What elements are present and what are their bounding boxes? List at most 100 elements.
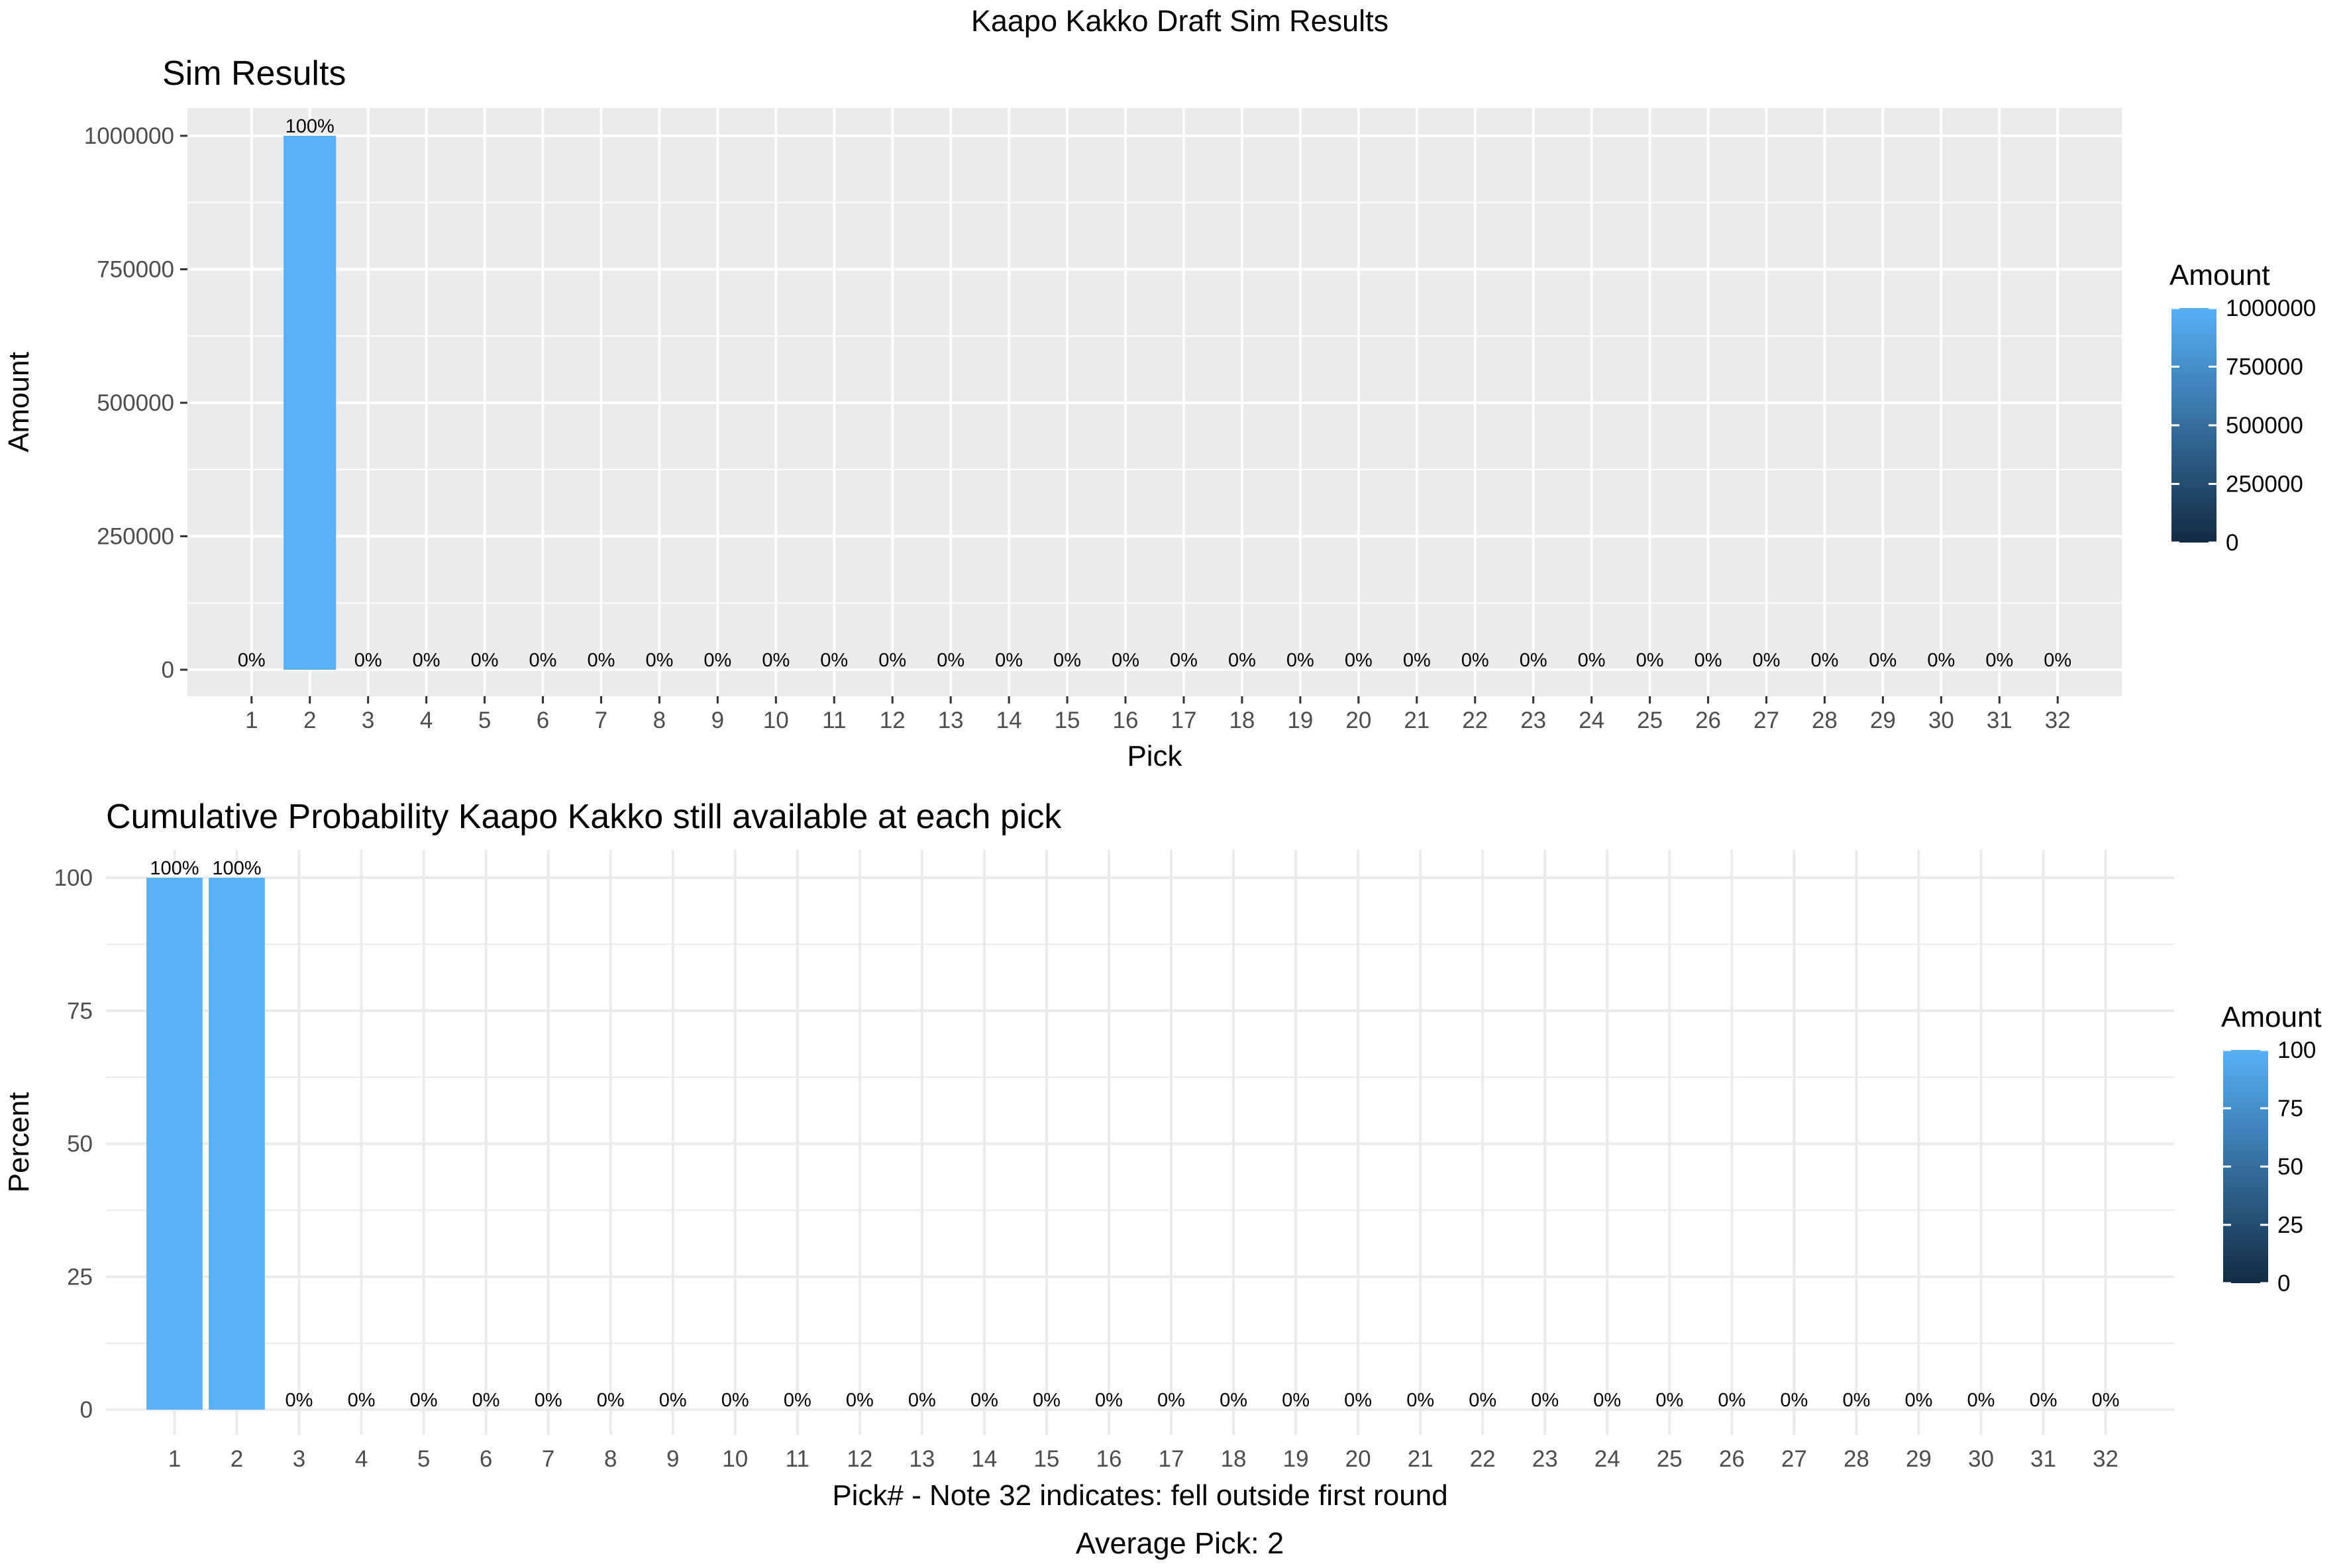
legend-tick-label: 250000 <box>2226 472 2303 497</box>
y-tick-label: 25 <box>67 1264 93 1290</box>
data-label: 0% <box>1461 650 1489 671</box>
y-axis-label: Amount <box>3 352 35 452</box>
data-label: 0% <box>1286 650 1314 671</box>
average-pick-label: Average Pick: 2 <box>1076 1526 1284 1560</box>
x-tick-label: 1 <box>168 1446 181 1472</box>
x-tick-label: 7 <box>595 707 607 733</box>
chart-title: Sim Results <box>162 54 346 93</box>
data-label: 0% <box>1655 1390 1683 1411</box>
data-label: 0% <box>820 650 848 671</box>
legend-tick-label: 1000000 <box>2226 295 2316 321</box>
x-tick-label: 3 <box>293 1446 305 1472</box>
x-tick-label: 27 <box>1781 1446 1807 1472</box>
data-label: 0% <box>659 1390 687 1411</box>
data-label: 0% <box>1220 1390 1247 1411</box>
x-tick-label: 26 <box>1719 1446 1745 1472</box>
x-tick-label: 5 <box>478 707 491 733</box>
y-tick-label: 750000 <box>97 257 174 283</box>
data-label: 100% <box>150 858 199 879</box>
data-label: 0% <box>1578 650 1606 671</box>
legend-tick-label: 50 <box>2277 1154 2303 1180</box>
y-tick-label: 100 <box>54 865 93 891</box>
x-tick-label: 26 <box>1695 707 1721 733</box>
y-axis-label: Percent <box>3 1092 35 1193</box>
data-label: 0% <box>721 1390 749 1411</box>
x-tick-label: 29 <box>1906 1446 1932 1472</box>
data-label: 0% <box>1157 1390 1185 1411</box>
data-label: 0% <box>238 650 266 671</box>
bar <box>209 878 265 1410</box>
x-tick-label: 17 <box>1159 1446 1184 1472</box>
x-tick-label: 3 <box>362 707 374 733</box>
x-tick-label: 32 <box>2045 707 2071 733</box>
x-axis-label: Pick <box>1127 740 1182 772</box>
x-tick-label: 23 <box>1520 707 1546 733</box>
data-label: 0% <box>597 1390 625 1411</box>
x-tick-label: 15 <box>1033 1446 1059 1472</box>
x-tick-label: 8 <box>653 707 666 733</box>
bar <box>146 878 203 1410</box>
figure-title: Kaapo Kakko Draft Sim Results <box>971 4 1388 38</box>
x-tick-label: 9 <box>711 707 724 733</box>
data-label: 0% <box>1531 1390 1559 1411</box>
bar <box>284 136 337 670</box>
data-label: 100% <box>212 858 261 879</box>
legend-tick-label: 500000 <box>2226 413 2303 439</box>
x-tick-label: 14 <box>971 1446 997 1472</box>
data-label: 0% <box>1927 650 1955 671</box>
x-tick-label: 30 <box>1928 707 1954 733</box>
data-label: 0% <box>2092 1390 2120 1411</box>
x-tick-label: 28 <box>1844 1446 1869 1472</box>
data-label: 0% <box>1344 1390 1372 1411</box>
x-tick-label: 31 <box>2030 1446 2056 1472</box>
data-label: 0% <box>878 650 906 671</box>
x-tick-label: 12 <box>847 1446 872 1472</box>
legend-title: Amount <box>2169 259 2270 291</box>
data-label: 0% <box>1780 1390 1808 1411</box>
x-tick-label: 15 <box>1055 707 1080 733</box>
data-label: 0% <box>1718 1390 1746 1411</box>
x-tick-label: 21 <box>1404 707 1430 733</box>
x-tick-label: 1 <box>245 707 258 733</box>
data-label: 0% <box>1033 1390 1061 1411</box>
y-tick-label: 1000000 <box>84 123 174 149</box>
y-tick-label: 0 <box>162 657 174 683</box>
x-tick-label: 30 <box>1968 1446 1994 1472</box>
x-tick-label: 6 <box>537 707 549 733</box>
data-label: 0% <box>970 1390 998 1411</box>
y-tick-label: 250000 <box>97 524 174 550</box>
x-tick-label: 10 <box>722 1446 748 1472</box>
chart-cumulative-probability: 100% 100% 0% 0% 0% 0% 0% 0% 0% 0% 0% 0% 0% 0% 0% 0% 0% 0%… <box>3 798 2322 1512</box>
data-label: 0% <box>1985 650 2013 671</box>
x-tick-label: 4 <box>420 707 433 733</box>
x-tick-label: 19 <box>1283 1446 1309 1472</box>
x-tick-label: 23 <box>1532 1446 1558 1472</box>
x-tick-label: 28 <box>1812 707 1838 733</box>
data-label: 0% <box>1228 650 1256 671</box>
data-label: 0% <box>1053 650 1081 671</box>
y-tick-label: 0 <box>80 1397 93 1423</box>
data-label: 0% <box>846 1390 874 1411</box>
data-label: 0% <box>1403 650 1431 671</box>
x-tick-label: 24 <box>1594 1446 1620 1472</box>
data-label: 0% <box>1869 650 1897 671</box>
data-label: 0% <box>704 650 731 671</box>
x-tick-label: 22 <box>1470 1446 1496 1472</box>
x-tick-label: 9 <box>666 1446 679 1472</box>
x-tick-label: 14 <box>996 707 1022 733</box>
data-label: 0% <box>995 650 1023 671</box>
data-label: 0% <box>762 650 790 671</box>
y-tick-label: 500000 <box>97 390 174 416</box>
y-tick-label: 75 <box>67 998 93 1024</box>
data-label: 0% <box>1345 650 1373 671</box>
data-label: 0% <box>348 1390 376 1411</box>
x-tick-label: 32 <box>2093 1446 2118 1472</box>
data-label: 0% <box>1170 650 1198 671</box>
x-tick-label: 8 <box>604 1446 617 1472</box>
data-label: 0% <box>2030 1390 2058 1411</box>
x-tick-label: 11 <box>786 1446 809 1472</box>
x-tick-label: 21 <box>1408 1446 1434 1472</box>
legend-tick-label: 75 <box>2277 1096 2303 1122</box>
